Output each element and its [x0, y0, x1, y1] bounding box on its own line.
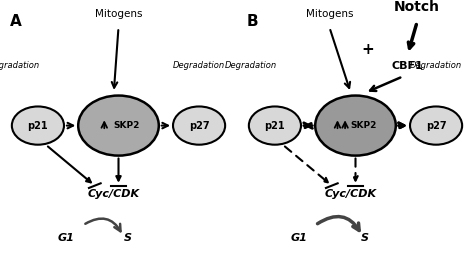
Text: G1: G1 — [290, 233, 307, 242]
Text: Notch: Notch — [394, 0, 440, 14]
Text: Degradation: Degradation — [225, 61, 277, 70]
Ellipse shape — [173, 106, 225, 145]
Text: G1: G1 — [58, 233, 75, 242]
Text: p27: p27 — [189, 121, 210, 130]
Text: Mitogens: Mitogens — [306, 9, 353, 19]
Ellipse shape — [410, 106, 462, 145]
Text: CBF1: CBF1 — [392, 61, 423, 70]
Text: SKP2: SKP2 — [114, 121, 140, 130]
Text: A: A — [9, 14, 21, 29]
Ellipse shape — [78, 96, 159, 156]
Text: S: S — [361, 233, 369, 242]
Text: Mitogens: Mitogens — [95, 9, 142, 19]
Text: B: B — [246, 14, 258, 29]
Text: Cyc/CDK: Cyc/CDK — [88, 189, 140, 199]
Text: Degradation: Degradation — [410, 61, 462, 70]
Text: p27: p27 — [426, 121, 447, 130]
Text: S: S — [124, 233, 132, 242]
Text: Degradation: Degradation — [173, 61, 225, 70]
Text: Cyc/CDK: Cyc/CDK — [325, 189, 377, 199]
Text: p21: p21 — [264, 121, 285, 130]
Text: Degradation: Degradation — [0, 61, 40, 70]
Ellipse shape — [12, 106, 64, 145]
Text: +: + — [361, 42, 374, 57]
Ellipse shape — [249, 106, 301, 145]
Text: p21: p21 — [27, 121, 48, 130]
Text: SKP2: SKP2 — [351, 121, 377, 130]
Ellipse shape — [315, 96, 396, 156]
